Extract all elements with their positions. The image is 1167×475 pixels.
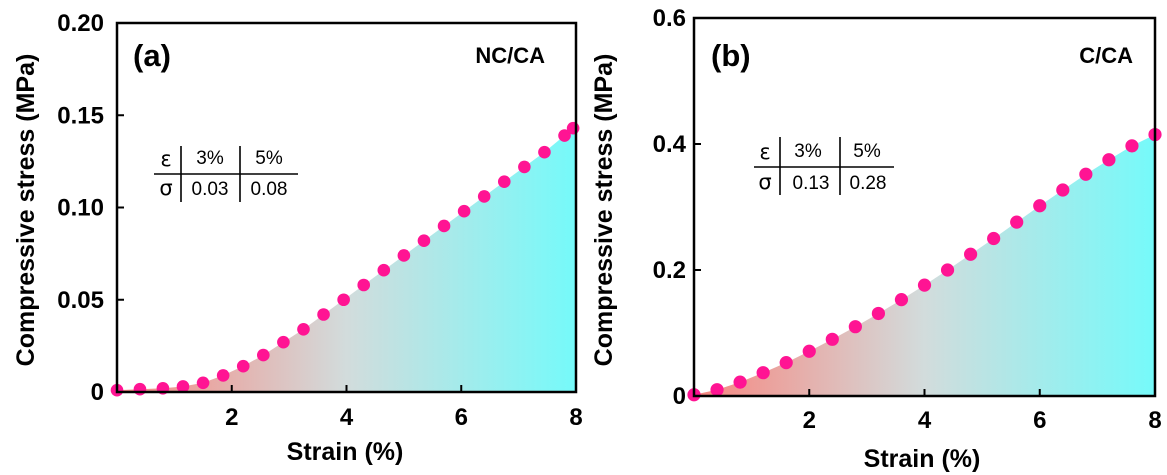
panel-b: 0 0.2 0.4 0.6 2 4 6 8 (b) C/CA Strain (%) Compr… bbox=[590, 5, 1162, 473]
panel-b-x-tick-label: 6 bbox=[1033, 407, 1046, 434]
panel-b-data-point bbox=[871, 306, 886, 321]
panel-a-data-point bbox=[477, 190, 491, 203]
panel-b-title: C/CA bbox=[1079, 43, 1133, 68]
panel-b-data-point bbox=[710, 383, 724, 397]
panel-b-data-point bbox=[802, 344, 816, 358]
panel-a-y-tick-label: 0.15 bbox=[57, 102, 104, 129]
panel-b-data-point bbox=[733, 375, 747, 389]
panel-a-frame bbox=[115, 21, 578, 394]
panel-a-data-point bbox=[337, 293, 350, 307]
panel-a-data-point bbox=[538, 145, 551, 159]
panel-a-data-point bbox=[377, 263, 391, 277]
panel-b-y-tick-label: 0.6 bbox=[653, 5, 686, 32]
panel-a-x-tick-label: 4 bbox=[340, 404, 354, 431]
panel-b-inset-table: ε 3% 5% σ 0.13 0.28 bbox=[754, 137, 894, 195]
panel-b-label: (b) bbox=[711, 38, 751, 73]
panel-a-x-tick-label: 6 bbox=[455, 404, 468, 431]
panel-a-label: (a) bbox=[133, 38, 171, 73]
panel-a-data-point bbox=[457, 204, 471, 218]
panel-a-y-tick-label: 0.10 bbox=[57, 195, 104, 222]
panel-a-y-axis-title: Compressive stress (MPa) bbox=[12, 54, 40, 367]
panel-a-area-path bbox=[117, 128, 576, 393]
panel-b-data-point bbox=[917, 278, 932, 292]
panel-b-frame bbox=[692, 16, 1157, 398]
panel-a-table-stress-3: 0.03 bbox=[192, 179, 229, 200]
panel-b-x-axis-title: Strain (%) bbox=[864, 445, 981, 473]
panel-b-data-point bbox=[1102, 153, 1116, 167]
panel-a-markers bbox=[110, 121, 580, 397]
panel-b-data-point bbox=[1033, 199, 1047, 213]
panel-b-data-point bbox=[1056, 183, 1070, 197]
panel-b-data-point bbox=[1125, 139, 1139, 153]
panel-a-y-tick-label: 0 bbox=[91, 379, 104, 406]
panel-a-table-sigma: σ bbox=[159, 176, 172, 200]
panel-b-data-point bbox=[964, 247, 978, 261]
panel-a-data-point bbox=[176, 380, 190, 393]
panel-a-data-point bbox=[277, 335, 290, 349]
panel-a-data-point bbox=[236, 359, 250, 373]
panel-b-data-point bbox=[1079, 167, 1093, 181]
panel-b-table-stress-5: 0.28 bbox=[850, 173, 887, 194]
panel-b-x-tick-label: 8 bbox=[1148, 407, 1161, 434]
panel-a-inset-table: ε 3% 5% σ 0.03 0.08 bbox=[154, 146, 298, 202]
panel-a-x-tick-label: 2 bbox=[225, 404, 238, 431]
panel-a-data-point bbox=[417, 234, 431, 248]
panel-a-y-tick-label: 0.05 bbox=[57, 287, 104, 314]
panel-b-area-path bbox=[694, 134, 1155, 397]
panel-a-x-tick-label: 8 bbox=[569, 404, 582, 431]
panel-a-data-point bbox=[317, 308, 330, 321]
panel-b-data-point bbox=[779, 356, 793, 370]
panel-a-data-point bbox=[133, 382, 147, 396]
panel-b-data-point bbox=[894, 293, 909, 307]
panel-b-table-sigma: σ bbox=[758, 170, 771, 194]
panel-b-y-tick-label: 0.2 bbox=[653, 257, 686, 284]
panel-a-ticks: 0 0.05 0.10 0.15 0.20 2 4 6 8 bbox=[57, 10, 582, 431]
panel-b-x-tick-label: 2 bbox=[803, 407, 816, 434]
panel-a-x-axis-title: Strain (%) bbox=[287, 438, 404, 466]
panel-a-data-point bbox=[297, 322, 310, 336]
panel-a-data-point bbox=[257, 348, 270, 362]
panel-b-table-epsilon: ε bbox=[759, 140, 770, 164]
panel-b-table-strain-5: 5% bbox=[853, 141, 881, 162]
panel-a-table-strain-5: 5% bbox=[255, 148, 283, 169]
panel-a-data-point bbox=[518, 160, 531, 174]
panel-b-data-point bbox=[825, 332, 839, 346]
panel-b-data-point bbox=[987, 231, 1001, 246]
panel-a-data-point bbox=[397, 249, 411, 262]
panel-a-data-point bbox=[216, 369, 230, 382]
panel-b-data-point bbox=[1010, 215, 1024, 229]
panel-b-data-point bbox=[756, 366, 770, 380]
panel-b-table-stress-3: 0.13 bbox=[793, 173, 830, 194]
panel-b-area-fill bbox=[694, 134, 1155, 397]
panel-a-table-stress-5: 0.08 bbox=[251, 179, 288, 200]
panel-b-data-point bbox=[940, 263, 955, 277]
panel-a-table-strain-3: 3% bbox=[196, 148, 224, 169]
panel-a-title: NC/CA bbox=[475, 43, 545, 68]
panel-a-data-point bbox=[437, 219, 451, 233]
panel-a-area-fill bbox=[117, 128, 576, 393]
panel-b-x-tick-label: 4 bbox=[918, 407, 932, 434]
panel-a: 0 0.05 0.10 0.15 0.20 2 4 6 8 (a) NC/CA Strain (… bbox=[12, 10, 583, 466]
panel-b-table-strain-3: 3% bbox=[794, 141, 822, 162]
panel-a-data-point bbox=[558, 129, 571, 142]
panel-a-data-point bbox=[196, 376, 210, 390]
panel-a-data-point bbox=[497, 175, 511, 188]
panel-b-data-point bbox=[848, 320, 862, 334]
panel-b-ticks: 0 0.2 0.4 0.6 2 4 6 8 bbox=[653, 5, 1162, 434]
panel-b-y-axis-title: Compressive stress (MPa) bbox=[590, 54, 618, 367]
panel-a-y-tick-label: 0.20 bbox=[57, 10, 104, 37]
panel-a-data-point bbox=[566, 121, 580, 135]
panel-a-data-point bbox=[357, 278, 371, 292]
panel-b-y-tick-label: 0.4 bbox=[653, 131, 687, 158]
panel-a-table-epsilon: ε bbox=[160, 147, 171, 171]
panel-b-y-tick-label: 0 bbox=[673, 383, 686, 410]
